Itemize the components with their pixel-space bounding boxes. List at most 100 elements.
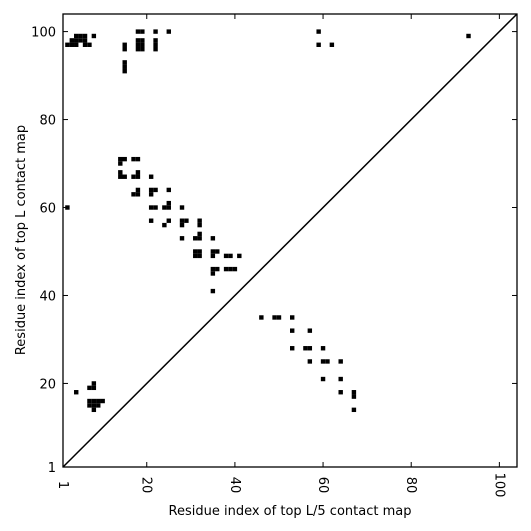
contact-point — [290, 328, 295, 333]
contact-point — [162, 222, 167, 228]
contact-point — [122, 60, 127, 65]
contact-point — [320, 346, 326, 351]
x-axis-ticks: 1 20 40 60 80 100 — [55, 14, 506, 497]
contact-point — [338, 376, 343, 382]
y-tick-label: 100 — [31, 26, 56, 41]
contact-point — [223, 266, 229, 272]
contact-point — [338, 390, 343, 395]
contact-point — [215, 249, 220, 254]
contact-point — [118, 174, 123, 179]
contact-point — [166, 187, 171, 193]
contact-point — [179, 236, 185, 241]
x-tick-label: 60 — [315, 477, 330, 494]
contact-point — [74, 33, 79, 39]
contact-point — [179, 205, 185, 210]
contact-point — [118, 170, 123, 175]
contact-point — [307, 328, 313, 333]
contact-point — [153, 29, 158, 34]
contact-point — [122, 156, 127, 162]
contact-point — [276, 315, 282, 320]
contact-point — [197, 236, 202, 241]
contact-point — [316, 42, 321, 47]
contact-point — [122, 174, 127, 179]
contact-point — [65, 42, 70, 47]
contact-point — [140, 29, 145, 34]
contact-point — [82, 33, 88, 39]
x-tick-label: 100 — [491, 473, 506, 498]
contact-point — [87, 42, 92, 47]
contact-point — [91, 385, 97, 391]
contact-point — [351, 390, 357, 395]
contact-point — [140, 38, 145, 43]
contact-point — [122, 46, 127, 52]
contact-point — [82, 38, 88, 43]
contact-point — [153, 205, 158, 210]
contact-point — [307, 359, 313, 364]
contact-point — [316, 29, 321, 34]
contact-point — [166, 205, 171, 210]
contact-point — [78, 38, 83, 43]
contact-point — [100, 398, 105, 404]
contact-point — [69, 42, 75, 47]
contact-point — [210, 253, 216, 259]
contact-point — [237, 253, 242, 259]
contact-point — [179, 218, 185, 223]
contact-point — [303, 346, 308, 351]
contact-point — [135, 46, 141, 52]
contact-point — [91, 407, 97, 413]
contact-point — [96, 398, 101, 404]
contact-point — [135, 38, 141, 43]
contact-point — [87, 398, 92, 404]
contact-point — [122, 64, 127, 69]
contact-point — [210, 288, 216, 294]
contact-point — [210, 249, 216, 254]
contact-point — [166, 200, 171, 206]
contact-point — [140, 42, 145, 47]
contact-point — [193, 253, 198, 259]
y-axis-ticks: 1 20 40 60 80 100 — [31, 26, 517, 476]
contact-point — [325, 359, 330, 364]
y-tick-label: 40 — [39, 289, 56, 304]
contact-point — [162, 205, 167, 210]
contact-point — [210, 236, 216, 241]
contact-point — [232, 266, 238, 272]
contact-point — [197, 231, 202, 237]
x-axis-label: Residue index of top L/5 contact map — [169, 504, 412, 519]
contact-point — [290, 315, 295, 320]
contact-point — [148, 218, 154, 223]
contact-point — [179, 222, 185, 228]
contact-point — [122, 68, 127, 74]
contact-point — [466, 33, 471, 39]
contact-points — [65, 29, 471, 413]
contact-point — [351, 394, 357, 399]
contact-point — [351, 407, 357, 413]
contact-point — [131, 156, 136, 162]
contact-point — [135, 42, 141, 47]
x-tick-label: 20 — [139, 477, 154, 494]
contact-point — [69, 38, 75, 43]
contact-point — [210, 266, 216, 272]
contact-point — [153, 46, 158, 52]
contact-point — [307, 346, 313, 351]
contact-point — [338, 359, 343, 364]
contact-point — [193, 236, 198, 241]
contact-point — [148, 192, 154, 197]
y-axis-label: Residue index of top L contact map — [14, 125, 29, 355]
contact-point — [166, 29, 171, 34]
contact-point — [140, 46, 145, 52]
contact-point — [118, 156, 123, 162]
x-tick-label: 1 — [55, 481, 70, 489]
contact-point — [74, 390, 79, 395]
contact-point — [74, 42, 79, 47]
contact-point — [259, 315, 264, 320]
y-tick-label: 20 — [39, 377, 56, 392]
contact-point — [153, 42, 158, 47]
contact-point — [228, 266, 233, 272]
x-tick-label: 40 — [227, 477, 242, 494]
y-tick-label: 60 — [39, 202, 56, 217]
contact-point — [91, 398, 97, 404]
contact-point — [118, 161, 123, 166]
contact-point — [228, 253, 233, 259]
contact-point — [135, 192, 141, 197]
